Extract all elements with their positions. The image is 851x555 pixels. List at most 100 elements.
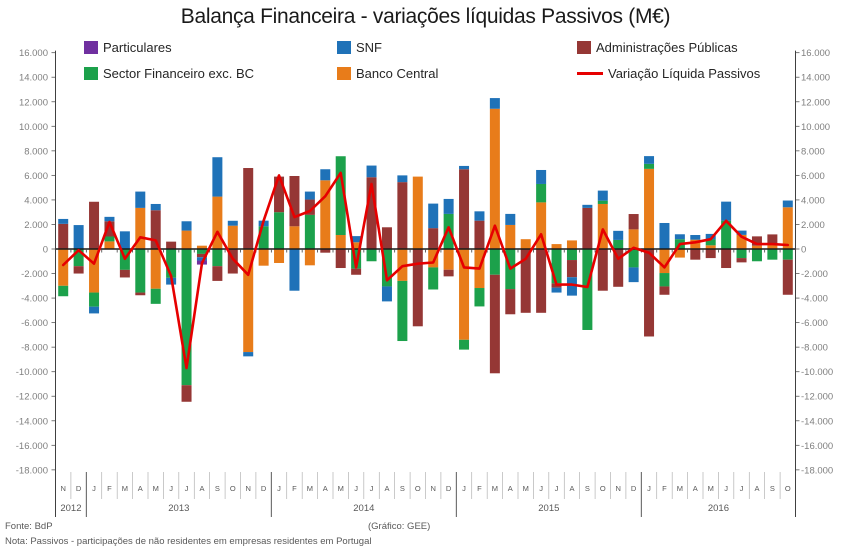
- bar-segment-ap: [227, 249, 238, 274]
- x-axis-month-label: A: [384, 484, 389, 493]
- y-axis-label-right: -16.000: [801, 441, 833, 452]
- bar-segment-snf: [104, 216, 115, 222]
- y-axis-label-left: -16.000: [16, 441, 48, 452]
- x-axis-month-label: N: [60, 484, 65, 493]
- x-axis-month-label: S: [215, 484, 220, 493]
- bar-segment-bc: [782, 207, 793, 249]
- y-axis-label-right: 10.000: [801, 122, 830, 133]
- bar-segment-ap: [397, 182, 408, 249]
- bar-segment-sf: [166, 249, 177, 278]
- x-axis-month-label: D: [631, 484, 637, 493]
- bar-segment-bc: [428, 249, 439, 268]
- bar-segment-sf: [644, 163, 655, 169]
- bar-segment-snf: [613, 230, 624, 240]
- bar-segment-sf: [551, 249, 562, 284]
- y-axis-label-left: -12.000: [16, 392, 48, 403]
- bar-segment-bc: [443, 249, 454, 270]
- x-axis-month-label: M: [153, 484, 159, 493]
- y-axis-label-left: 2.000: [24, 220, 48, 231]
- source-note: Fonte: BdP: [5, 521, 53, 532]
- bar-segment-bc: [597, 203, 608, 249]
- x-axis-month-label: J: [185, 484, 189, 493]
- bar-segment-bc: [181, 230, 192, 249]
- bar-segment-snf: [227, 220, 238, 226]
- x-axis-month-label: J: [539, 484, 543, 493]
- x-axis-month-label: A: [693, 484, 698, 493]
- bar-segment-bc: [243, 249, 254, 353]
- bar-segment-ap: [351, 268, 362, 275]
- x-axis-month-label: F: [662, 484, 667, 493]
- x-axis-month-label: M: [708, 484, 714, 493]
- y-axis-label-right: -4.000: [801, 294, 828, 305]
- bar-segment-ap: [597, 249, 608, 291]
- x-axis-month-label: O: [230, 484, 236, 493]
- bar-segment-snf: [89, 306, 100, 314]
- bar-segment-snf: [628, 267, 639, 283]
- credit-note: (Gráfico: GEE): [368, 521, 431, 532]
- x-axis-month-label: J: [370, 484, 374, 493]
- bar-segment-ap: [690, 249, 701, 260]
- legend-item-banco-central: Banco Central: [337, 66, 438, 81]
- y-axis-label-right: 12.000: [801, 97, 830, 108]
- bar-segment-bc: [320, 180, 331, 249]
- x-axis-month-label: D: [261, 484, 267, 493]
- bar-segment-snf: [505, 213, 516, 225]
- bar-segment-sf: [736, 249, 747, 259]
- bar-segment-sf: [104, 236, 115, 242]
- net-variation-line: [61, 171, 790, 370]
- y-axis-label-right: -6.000: [801, 318, 828, 329]
- bar-segment-bc: [551, 244, 562, 249]
- bar-segment-bc: [89, 249, 100, 293]
- bar-segment-bc: [258, 249, 269, 266]
- x-axis-month-label: F: [292, 484, 297, 493]
- x-axis-month-label: F: [477, 484, 482, 493]
- bar-segment-ap: [566, 260, 577, 278]
- bar-segment-sf: [196, 249, 207, 254]
- bar-segment-bc: [104, 241, 115, 249]
- bar-segment-sf: [474, 288, 485, 307]
- bar-segment-ap: [304, 199, 315, 215]
- x-axis-month-label: O: [415, 484, 421, 493]
- x-axis-month-label: D: [76, 484, 82, 493]
- bar-segment-ap: [613, 249, 624, 287]
- x-axis-month-label: A: [754, 484, 759, 493]
- x-axis-year-label: 2014: [353, 503, 374, 514]
- x-axis-month-label: S: [585, 484, 590, 493]
- bar-segment-sf: [459, 339, 470, 350]
- legend-label: Variação Líquida Passivos: [608, 66, 761, 81]
- x-axis-month-label: J: [354, 484, 358, 493]
- bar-segment-sf: [782, 249, 793, 260]
- bar-segment-bc: [536, 202, 547, 249]
- x-axis-month-label: J: [462, 484, 466, 493]
- bar-segment-ap: [89, 201, 100, 249]
- chart-title: Balança Financeira - variações líquidas …: [180, 5, 671, 28]
- y-axis-label-right: 16.000: [801, 48, 830, 59]
- x-axis-month-label: N: [245, 484, 250, 493]
- x-axis-month-label: J: [555, 484, 559, 493]
- bar-segment-ap: [489, 274, 500, 374]
- bar-segment-bc: [304, 249, 315, 266]
- bar-segment-ap: [628, 214, 639, 230]
- bar-segment-bc: [412, 176, 423, 249]
- bar-segment-bc: [212, 196, 223, 249]
- bar-segment-snf: [690, 235, 701, 240]
- legend-item-varia-o-l-quida-passivos: Variação Líquida Passivos: [577, 66, 760, 81]
- bar-segment-ap: [536, 249, 547, 313]
- x-axis-month-label: J: [740, 484, 744, 493]
- bar-segment-ap: [58, 223, 69, 249]
- bar-segment-ap: [659, 286, 670, 295]
- y-axis-label-right: -2.000: [801, 269, 828, 280]
- bar-segment-snf: [243, 352, 254, 357]
- x-axis-year-label: 2015: [538, 503, 559, 514]
- bar-segment-sf: [536, 183, 547, 203]
- bar-segment-snf: [705, 233, 716, 240]
- legend-item-snf: SNF: [337, 40, 382, 55]
- legend-color-swatch-icon: [337, 41, 351, 54]
- bar-segment-bc: [520, 239, 531, 249]
- x-axis-year-label: 2012: [60, 503, 81, 514]
- bar-segment-ap: [166, 241, 177, 249]
- bar-segment-sf: [705, 239, 716, 246]
- x-axis-year-label: 2016: [708, 503, 729, 514]
- bar-segment-bc: [150, 249, 161, 289]
